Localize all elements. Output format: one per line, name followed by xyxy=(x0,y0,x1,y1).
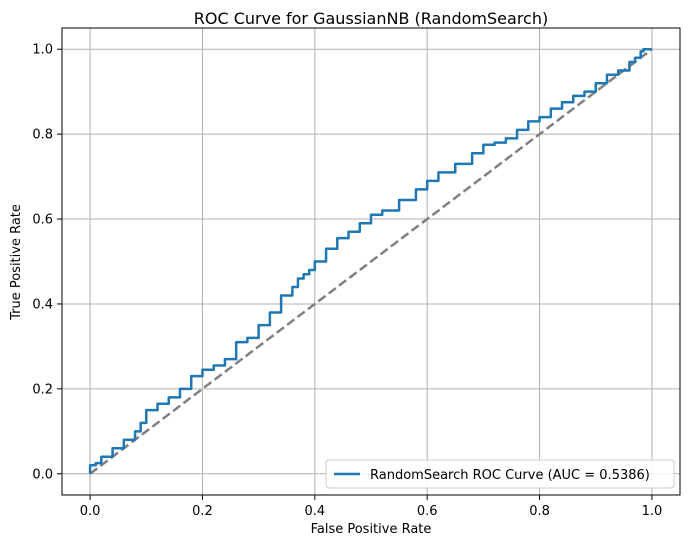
roc-curve-line xyxy=(88,47,652,474)
x-tick-label: 0.0 xyxy=(80,504,101,519)
y-tick-label: 0.0 xyxy=(32,467,53,482)
y-axis-label: True Positive Rate xyxy=(9,204,24,321)
legend-label: RandomSearch ROC Curve (AUC = 0.5386) xyxy=(370,468,650,483)
ticks: 0.0 0.2 0.4 0.6 0.8 1.0 0.0 0.2 0.4 0.6 0.8 1.0 xyxy=(32,43,662,519)
x-tick-label: 0.4 xyxy=(304,504,325,519)
chart-title: ROC Curve for GaussianNB (RandomSearch) xyxy=(194,9,548,28)
diagonal-reference-line xyxy=(89,48,653,475)
legend: RandomSearch ROC Curve (AUC = 0.5386) xyxy=(325,459,675,489)
x-tick-label: 0.6 xyxy=(417,504,438,519)
plot-frame xyxy=(61,27,681,496)
y-tick-label: 0.2 xyxy=(32,382,53,397)
series-layer xyxy=(88,47,653,475)
x-axis-label: False Positive Rate xyxy=(311,522,432,537)
x-tick-label: 0.8 xyxy=(529,504,550,519)
y-tick-label: 1.0 xyxy=(32,43,53,58)
x-tick-label: 0.2 xyxy=(192,504,213,519)
y-tick-label: 0.6 xyxy=(32,213,53,228)
x-tick-label: 1.0 xyxy=(642,504,663,519)
y-tick-label: 0.4 xyxy=(32,297,53,312)
legend-box xyxy=(325,459,675,489)
y-tick-label: 0.8 xyxy=(32,128,53,143)
